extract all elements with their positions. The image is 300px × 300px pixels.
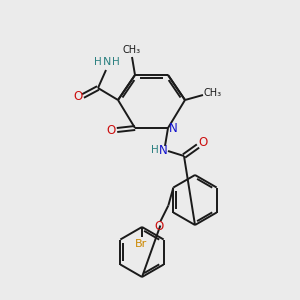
Text: O: O [106, 124, 116, 136]
Text: N: N [169, 122, 177, 134]
Text: H: H [94, 57, 102, 67]
Text: H: H [151, 145, 159, 155]
Text: O: O [198, 136, 208, 149]
Text: O: O [155, 220, 164, 233]
Text: N: N [159, 143, 167, 157]
Text: H: H [112, 57, 120, 67]
Text: O: O [74, 91, 82, 103]
Text: N: N [103, 57, 111, 67]
Text: CH₃: CH₃ [123, 45, 141, 55]
Text: Br: Br [135, 239, 147, 249]
Text: CH₃: CH₃ [204, 88, 222, 98]
